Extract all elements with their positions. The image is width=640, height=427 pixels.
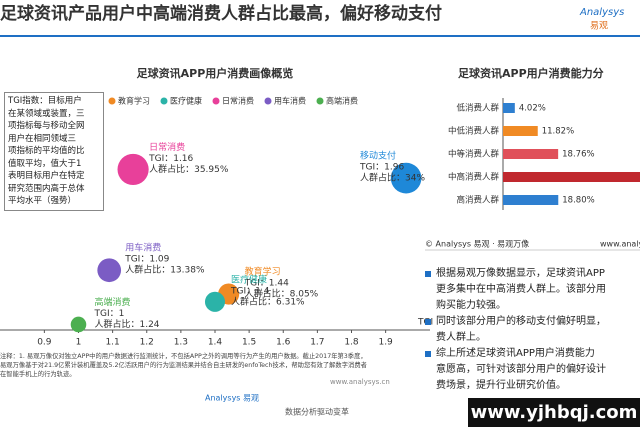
point-x-label: TGI：1 xyxy=(93,309,124,319)
point-name: 移动支付 xyxy=(360,150,396,162)
bullet-line: 费场景，提升行业研究价值。 xyxy=(436,380,566,391)
footer-url: www.analysys.cn xyxy=(330,378,390,386)
footnote: 注释：1. 易观万像仅对独立APP中的用户数据进行监测统计，不包括APP之外的调… xyxy=(0,352,420,379)
y-tick-label: 高消费人群 xyxy=(456,195,499,206)
value-label: 11.82% xyxy=(542,127,574,137)
point-name: 日常消费 xyxy=(149,141,185,153)
note-line: 表明目标用户在特定 xyxy=(8,171,85,181)
note-line: 研究范围内高于总体 xyxy=(8,183,85,194)
note-line: 值取平均，值大于1 xyxy=(8,158,82,169)
value-label: 18.80% xyxy=(562,196,594,206)
source: © Analysys 易观 · 易观万像 xyxy=(425,239,529,249)
note-line: 在某领域或装置，三 xyxy=(8,108,85,119)
legend-label: 教育学习 xyxy=(118,96,150,106)
footnote-line: 注释：1. 易观万像仅对独立APP中的用户数据进行监测统计，不包括APP之外的调… xyxy=(0,353,367,360)
point-name: 用车消费 xyxy=(125,242,161,254)
chart-title: 足球资讯APP用户消费画像概览 xyxy=(137,66,294,80)
y-tick-label: 中低消费人群 xyxy=(448,126,500,137)
bullet-line: 购买能力较强。 xyxy=(436,300,506,311)
x-tick-label: 1.8 xyxy=(344,338,359,348)
point-name: 医疗健康 xyxy=(231,273,267,285)
point-value-label: 人群占比：1.24 xyxy=(94,318,159,330)
y-tick-label: 中高消费人群 xyxy=(448,172,500,183)
note-line: 用户在相同领域三 xyxy=(8,133,77,144)
bullet-line: 更多集中在中高消费人群上。该部分用 xyxy=(436,284,606,295)
bullet-line: 意愿高，可针对该部分用户的偏好设计 xyxy=(436,364,606,375)
bubble xyxy=(70,316,87,333)
bullets: 根据易观万像数据显示，足球资讯APP 更多集中在中高消费人群上。该部分用 购买能力较… xyxy=(424,266,640,394)
bullet: 根据易观万像数据显示，足球资讯APP 更多集中在中高消费人群上。该部分用 购买能力较… xyxy=(424,266,640,314)
point-x-label: TGI：1.09 xyxy=(124,255,169,265)
legend-swatch xyxy=(160,97,168,105)
logo-sub: 易观 xyxy=(590,21,608,32)
x-tick-label: 1.5 xyxy=(242,338,256,348)
y-tick-label: 低消费人群 xyxy=(456,103,499,114)
x-tick-label: 0.9 xyxy=(37,338,52,348)
value-label: 18.76% xyxy=(562,150,594,160)
legend-label: 医疗健康 xyxy=(170,96,202,106)
legend-label: 用车消费 xyxy=(274,96,306,106)
bar xyxy=(503,172,640,182)
logo: Analysys xyxy=(579,7,624,18)
point-name: 高端消费 xyxy=(94,296,130,308)
point-value-label: 人群占比：6.31% xyxy=(231,295,305,307)
x-tick-label: 1.1 xyxy=(105,338,119,348)
bullet: 综上所述足球资讯APP用户消费能力 意愿高，可针对该部分用户的偏好设计 费场景，提升… xyxy=(424,346,640,394)
bullet-line: 费人群上。 xyxy=(436,332,486,343)
bullet: 同时该部分用户的移动支付偏好明显， 费人群上。 xyxy=(424,314,640,346)
bullet-line: 根据易观万像数据显示，足球资讯APP xyxy=(436,268,605,279)
legend-swatch xyxy=(108,97,116,105)
bar xyxy=(503,195,559,205)
bubble xyxy=(204,291,226,312)
tgi-note: TGI指数：目标用户 在某领域或装置，三 项指标每与移动全网 用户在相同领域三 项指标的… xyxy=(4,92,104,211)
point-name: 教育学习 xyxy=(245,266,281,278)
x-tick-label: 1.3 xyxy=(174,338,188,348)
value-label: 4.02% xyxy=(519,104,546,114)
source-url: www.analysys.cn xyxy=(600,240,640,249)
note-line: 平均水平（强势） xyxy=(8,196,77,206)
point-value-label: 人群占比：34% xyxy=(360,172,425,184)
x-tick-label: 1.6 xyxy=(276,338,291,348)
x-tick-label: 1.4 xyxy=(208,338,223,348)
legend-label: 日常消费 xyxy=(222,96,254,106)
footer-brand: Analysys 易观 xyxy=(205,394,259,403)
point-value-label: 人群占比：35.95% xyxy=(149,163,229,175)
note-line: TGI指数：目标用户 xyxy=(8,96,82,106)
bar xyxy=(503,149,559,159)
footnote-line: 易观万像基于对21.9亿累计装机覆盖及5.2亿活跃用户的行为监测结果并结合自主研… xyxy=(0,362,367,369)
point-x-label: TGI：1.44 xyxy=(244,279,289,289)
legend-swatch xyxy=(212,97,220,105)
x-tick-label: 1.2 xyxy=(140,338,154,348)
x-tick-label: 1.9 xyxy=(378,338,393,348)
bullet-line: 综上所述足球资讯APP用户消费能力 xyxy=(436,348,595,359)
footer-slogan: 数据分析驱动变革 xyxy=(285,407,349,417)
footnote-line: 在智能手机上的行为轨迹。 xyxy=(0,371,76,378)
note-line: 项指标每与移动全网 xyxy=(8,121,85,131)
point-x-label: TGI：1.96 xyxy=(359,163,404,173)
y-tick-label: 中等消费人群 xyxy=(448,149,500,160)
point-value-label: 人群占比：8.05% xyxy=(245,288,319,300)
bar xyxy=(503,126,538,136)
x-tick-label: 1 xyxy=(76,338,82,348)
legend-swatch xyxy=(316,97,324,105)
point-x-label: TGI：1.4 xyxy=(230,286,270,296)
point-x-label: TGI：1.16 xyxy=(148,154,193,164)
legend-label: 高端消费 xyxy=(326,96,358,106)
bubble xyxy=(390,162,422,194)
legend-swatch xyxy=(264,97,272,105)
bullet-line: 同时该部分用户的移动支付偏好明显， xyxy=(436,316,606,327)
bubble xyxy=(97,258,122,283)
page-title: 足球资讯产品用户中高端消费人群占比最高，偏好移动支付 xyxy=(0,3,442,24)
note-line: 项指标的平均值的比 xyxy=(8,146,85,156)
bubble xyxy=(117,153,149,186)
bar xyxy=(503,103,515,113)
point-value-label: 人群占比：13.38% xyxy=(125,264,205,276)
chart-title: 足球资讯APP用户消费能力分 xyxy=(458,66,604,80)
watermark: www.yjhbqj.com xyxy=(468,398,640,427)
x-tick-label: 1.7 xyxy=(310,338,324,348)
